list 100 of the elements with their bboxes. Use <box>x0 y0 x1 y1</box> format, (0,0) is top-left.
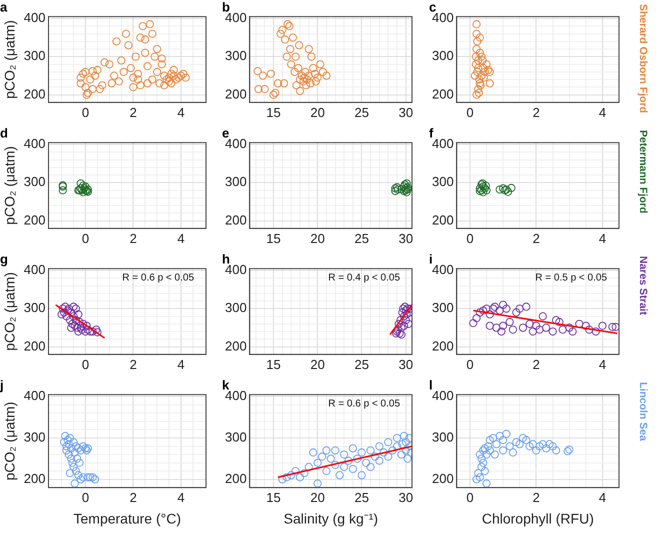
x-tick-label: 4 <box>598 356 606 372</box>
point <box>392 327 402 336</box>
point <box>170 66 178 74</box>
point <box>469 319 478 328</box>
text: Sherard Osborn Fjord <box>637 4 649 114</box>
point <box>136 34 144 42</box>
point <box>298 72 306 80</box>
point <box>348 444 357 452</box>
y-tick-label: 400 <box>432 262 454 278</box>
point <box>506 318 514 326</box>
point <box>318 68 327 76</box>
point <box>499 322 508 330</box>
point <box>476 450 484 459</box>
point <box>79 442 88 450</box>
point <box>129 74 138 82</box>
point <box>496 185 504 194</box>
point <box>402 179 411 188</box>
point <box>479 188 488 196</box>
point <box>70 448 79 457</box>
chart-title: g <box>0 251 8 266</box>
point <box>304 72 313 80</box>
point <box>384 438 392 446</box>
point <box>76 79 85 88</box>
point <box>164 77 174 86</box>
point <box>88 327 97 336</box>
point <box>608 322 616 331</box>
x-tick-label: 0 <box>466 230 474 246</box>
y-tick-label: 300 <box>24 48 46 64</box>
point <box>96 85 104 94</box>
point <box>296 473 304 482</box>
point <box>292 81 300 90</box>
point <box>582 322 590 330</box>
point <box>472 20 481 28</box>
point <box>482 479 491 488</box>
point <box>86 473 94 482</box>
point <box>136 81 144 90</box>
point <box>114 77 123 86</box>
point <box>336 471 344 480</box>
point <box>484 442 492 450</box>
point <box>79 188 88 196</box>
point <box>477 72 486 80</box>
point <box>370 452 379 461</box>
point <box>380 448 388 457</box>
point <box>402 438 410 446</box>
y-tick-label: 300 <box>432 174 454 190</box>
point <box>480 68 489 76</box>
x-tick-label: 20 <box>310 104 325 120</box>
point <box>58 310 66 318</box>
point <box>80 184 88 192</box>
point <box>82 322 91 330</box>
point <box>70 322 79 330</box>
y-tick-label: 300 <box>224 300 247 316</box>
y-tick-label: 400 <box>24 136 46 152</box>
y-axis-title: pCO₂ (μatm) <box>1 20 18 99</box>
point <box>148 30 156 38</box>
x-tick-label: 4 <box>177 356 185 372</box>
point <box>278 26 286 34</box>
point <box>473 68 482 76</box>
point <box>276 30 285 38</box>
point <box>134 75 142 84</box>
x-tick-label: 2 <box>130 230 137 246</box>
point <box>552 446 560 454</box>
x-tick-label: 4 <box>598 230 606 246</box>
point <box>392 329 400 338</box>
point <box>88 67 97 76</box>
point <box>400 312 408 320</box>
point <box>271 88 280 97</box>
point <box>316 60 324 68</box>
point <box>476 308 484 317</box>
point <box>558 326 567 334</box>
point <box>300 74 308 82</box>
x-tick-label: 2 <box>130 356 137 372</box>
point <box>81 444 90 452</box>
point <box>88 473 97 482</box>
x-tick-label: 4 <box>598 490 606 505</box>
annotation: R = 0.6 p < 0.05 <box>328 398 400 410</box>
point <box>502 430 510 438</box>
point <box>366 446 375 454</box>
annotation: R = 0.6 p < 0.05 <box>122 272 194 284</box>
point <box>73 454 82 463</box>
point <box>254 85 263 94</box>
point <box>110 72 118 80</box>
x-axis-title: Salinity (g kg⁻¹) <box>284 510 378 526</box>
point <box>112 37 121 46</box>
y-tick-label: 300 <box>224 430 247 445</box>
x-tick-label: 30 <box>398 356 414 372</box>
chart-title: i <box>429 251 433 266</box>
point <box>60 308 68 317</box>
point <box>68 458 76 467</box>
point <box>290 68 299 76</box>
chart-title: f <box>429 125 434 140</box>
point <box>76 446 85 454</box>
x-tick-label: 2 <box>532 104 540 120</box>
point <box>141 35 150 44</box>
point <box>160 81 168 90</box>
point <box>535 326 544 334</box>
point <box>160 72 168 80</box>
x-tick-label: 25 <box>354 104 369 120</box>
point <box>93 328 102 336</box>
point <box>153 44 162 54</box>
